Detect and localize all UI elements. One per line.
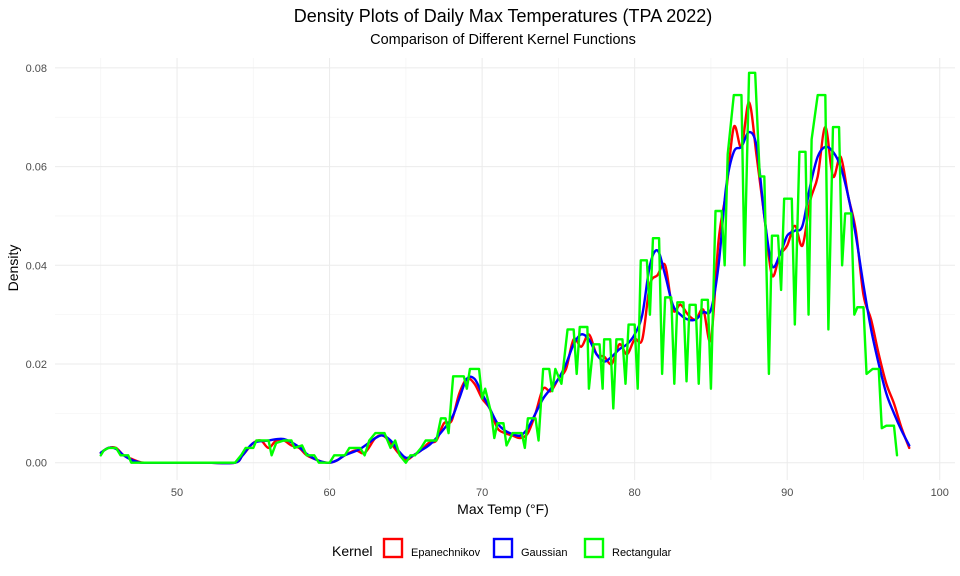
series-lines [99,71,911,465]
x-tick-label: 60 [323,487,335,499]
x-axis-ticks: 50 60 70 80 90 100 [171,487,949,499]
series-line-epanechnikov [99,101,911,465]
legend-label-gaussian: Gaussian [521,547,567,559]
legend-label-rectangular: Rectangular [612,547,672,559]
legend-key-rectangular [583,537,605,559]
legend-key-epanechnikov [382,537,404,559]
legend: Kernel Epanechnikov Gaussian Rectangular [332,537,672,559]
y-tick-label: 0.02 [26,359,47,371]
y-tick-label: 0.04 [26,260,47,272]
x-axis-title: Max Temp (°F) [457,501,549,517]
x-tick-label: 70 [476,487,488,499]
y-axis-ticks: 0.00 0.02 0.04 0.06 0.08 [26,63,47,470]
y-axis-title: Density [5,245,21,292]
legend-title: Kernel [332,543,372,559]
x-tick-label: 50 [171,487,183,499]
y-tick-label: 0.08 [26,63,47,75]
chart-title: Density Plots of Daily Max Temperatures … [294,6,713,26]
y-tick-label: 0.00 [26,458,47,470]
legend-key-gaussian [492,537,514,559]
legend-label-epanechnikov: Epanechnikov [411,547,481,559]
x-tick-label: 80 [629,487,641,499]
chart-subtitle: Comparison of Different Kernel Functions [370,32,636,48]
x-tick-label: 90 [781,487,793,499]
series-line-rectangular [99,71,899,464]
y-tick-label: 0.06 [26,162,47,174]
x-tick-label: 100 [931,487,949,499]
